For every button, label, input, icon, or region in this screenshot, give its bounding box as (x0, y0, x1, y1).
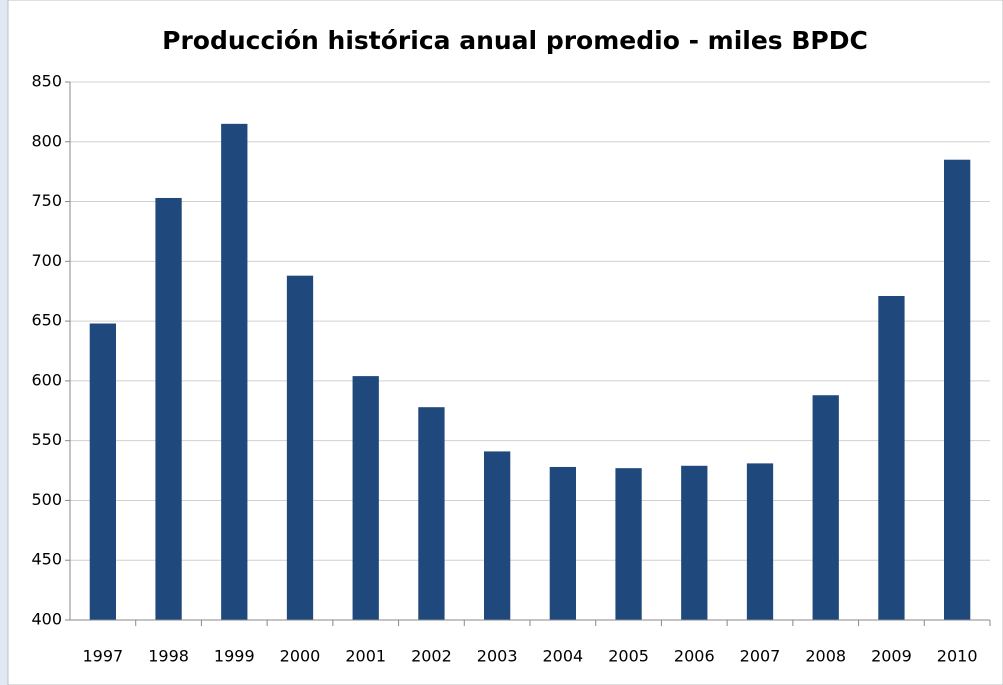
y-tick-label: 400 (31, 610, 62, 629)
bar (681, 465, 708, 620)
x-tick-label: 2003 (477, 647, 518, 666)
x-tick-label: 2002 (411, 647, 452, 666)
bar (746, 463, 774, 620)
bar (286, 275, 314, 620)
y-tick-label: 850 (31, 72, 62, 91)
bar (155, 197, 182, 621)
bar (221, 123, 248, 620)
x-tick-label: 2004 (542, 647, 583, 666)
bar (418, 407, 445, 620)
x-tick-label: 2009 (871, 647, 912, 666)
x-tick-label: 1997 (82, 647, 123, 666)
y-tick-label: 650 (31, 311, 62, 330)
y-tick-label: 600 (31, 370, 62, 389)
bar (484, 451, 511, 620)
y-tick-label: 750 (31, 191, 62, 210)
x-tick-label: 2007 (740, 647, 781, 666)
bar (549, 466, 576, 620)
bar (812, 395, 839, 620)
chart-title: Producción histórica anual promedio - mi… (162, 26, 868, 55)
x-tick-label: 1998 (148, 647, 189, 666)
y-tick-label: 500 (31, 490, 62, 509)
y-tick-label: 550 (31, 430, 62, 449)
x-tick-label: 1999 (214, 647, 255, 666)
x-tick-label: 2000 (280, 647, 321, 666)
x-tick-label: 2008 (805, 647, 846, 666)
bar (615, 468, 642, 620)
bar (89, 323, 116, 620)
bar (352, 376, 379, 620)
x-tick-label: 2006 (674, 647, 715, 666)
y-tick-label: 700 (31, 251, 62, 270)
y-tick-label: 450 (31, 550, 62, 569)
bar (878, 296, 905, 620)
x-tick-label: 2001 (345, 647, 386, 666)
x-tick-label: 2005 (608, 647, 649, 666)
y-tick-label: 800 (31, 131, 62, 150)
x-tick-label: 2010 (937, 647, 978, 666)
bar (944, 159, 971, 620)
